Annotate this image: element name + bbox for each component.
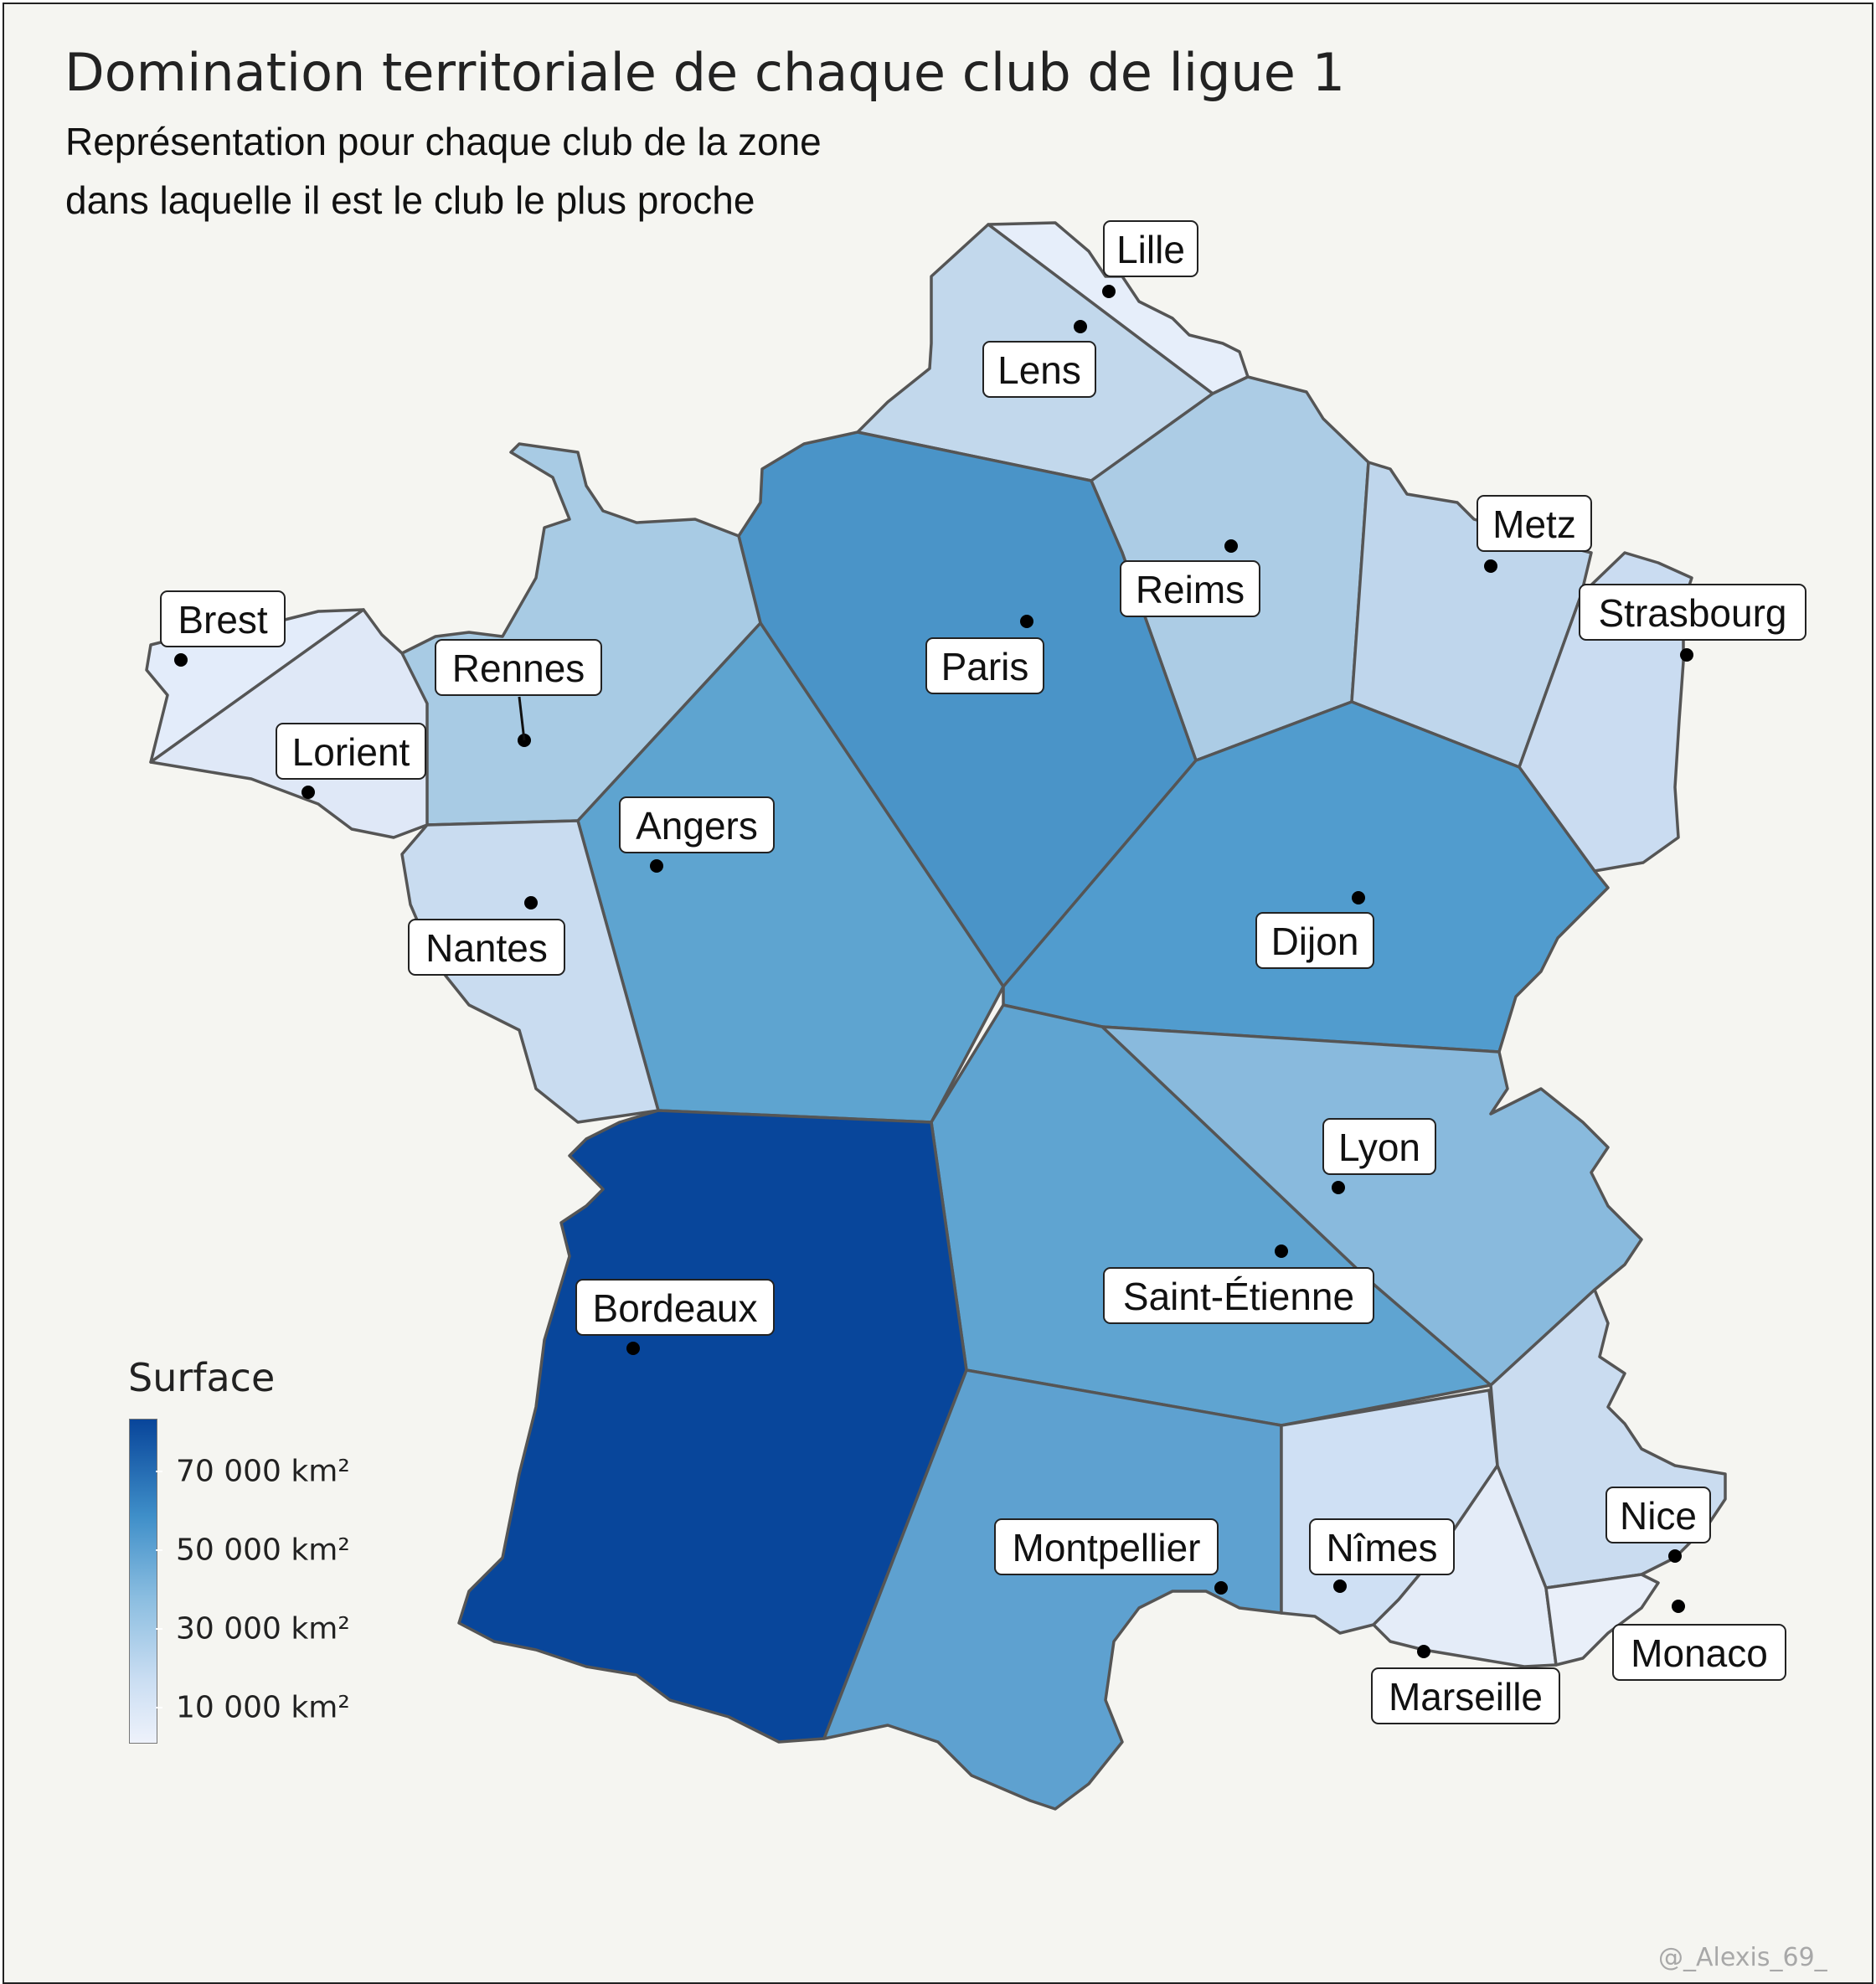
city-label-lorient: Lorient <box>276 723 426 780</box>
city-dot-angers <box>650 859 663 873</box>
svg-text:Marseille: Marseille <box>1389 1675 1543 1719</box>
rennes-leader-line <box>518 696 526 741</box>
author-credit: @_Alexis_69_ <box>1658 1943 1827 1972</box>
city-label-marseille: Marseille <box>1371 1667 1560 1724</box>
svg-text:Saint-Étienne: Saint-Étienne <box>1123 1275 1354 1318</box>
city-dot-paris <box>1020 615 1033 628</box>
city-label-paris: Paris <box>925 637 1044 694</box>
city-label-dijon: Dijon <box>1255 912 1374 969</box>
city-label-rennes: Rennes <box>435 639 602 696</box>
svg-text:Lille: Lille <box>1116 228 1185 271</box>
svg-text:Lens: Lens <box>997 348 1081 392</box>
city-dot-lorient <box>302 786 315 799</box>
city-dot-saint-etienne <box>1275 1245 1288 1258</box>
map-subtitle-line2: dans laquelle il est le club le plus pro… <box>65 178 755 222</box>
city-dot-strasbourg <box>1680 648 1693 662</box>
city-label-montpellier: Montpellier <box>994 1518 1219 1575</box>
svg-text:Angers: Angers <box>636 804 758 848</box>
city-dot-nice <box>1668 1549 1682 1563</box>
city-dot-lyon <box>1332 1181 1345 1194</box>
city-dot-nimes <box>1333 1579 1347 1593</box>
city-dot-montpellier <box>1214 1581 1228 1595</box>
city-label-angers: Angers <box>619 796 775 853</box>
svg-text:Lyon: Lyon <box>1338 1126 1420 1169</box>
svg-text:Dijon: Dijon <box>1271 920 1359 963</box>
svg-text:Paris: Paris <box>941 645 1029 688</box>
city-label-brest: Brest <box>160 590 286 647</box>
legend-label-30000: 30 000 km² <box>176 1611 350 1646</box>
city-dot-monaco <box>1672 1600 1685 1613</box>
city-dot-lille <box>1102 285 1116 298</box>
city-dot-reims <box>1224 539 1238 553</box>
map-title: Domination territoriale de chaque club d… <box>64 42 1346 103</box>
legend-label-70000: 70 000 km² <box>176 1454 350 1489</box>
svg-text:Nîmes: Nîmes <box>1327 1526 1438 1569</box>
svg-text:Reims: Reims <box>1136 568 1245 611</box>
city-label-lyon: Lyon <box>1322 1118 1436 1175</box>
svg-text:Montpellier: Montpellier <box>1013 1526 1201 1569</box>
legend-tick <box>156 1549 162 1551</box>
svg-text:Monaco: Monaco <box>1631 1631 1768 1675</box>
region-montpellier <box>822 1368 1283 1811</box>
svg-text:Nice: Nice <box>1620 1494 1697 1538</box>
city-dot-nantes <box>524 896 538 910</box>
city-label-nice: Nice <box>1605 1487 1711 1543</box>
svg-text:Bordeaux: Bordeaux <box>593 1286 758 1330</box>
city-label-nantes: Nantes <box>408 919 565 976</box>
city-label-bordeaux: Bordeaux <box>575 1279 775 1336</box>
city-label-saint-etienne: Saint-Étienne <box>1103 1267 1374 1324</box>
legend-label-10000: 10 000 km² <box>176 1690 350 1725</box>
city-dot-bordeaux <box>626 1342 640 1355</box>
city-dot-dijon <box>1352 891 1365 904</box>
city-dot-lens <box>1074 320 1087 333</box>
svg-text:Metz: Metz <box>1492 502 1576 546</box>
city-label-strasbourg: Strasbourg <box>1579 584 1806 641</box>
city-dot-brest <box>174 653 188 667</box>
svg-text:Lorient: Lorient <box>292 730 410 774</box>
legend-tick <box>156 1628 162 1630</box>
city-label-metz: Metz <box>1477 495 1592 552</box>
svg-text:Brest: Brest <box>178 598 268 642</box>
legend-tick <box>156 1471 162 1472</box>
city-label-lens: Lens <box>982 341 1096 398</box>
legend-color-bar <box>129 1419 157 1744</box>
city-label-reims: Reims <box>1120 560 1260 617</box>
legend-title: Surface <box>128 1355 276 1400</box>
region-monaco <box>1544 1573 1660 1667</box>
map-subtitle-line1: Représentation pour chaque club de la zo… <box>65 120 822 163</box>
city-dot-marseille <box>1417 1645 1430 1658</box>
legend-label-50000: 50 000 km² <box>176 1533 350 1568</box>
svg-text:Strasbourg: Strasbourg <box>1598 591 1786 635</box>
city-label-monaco: Monaco <box>1612 1624 1786 1681</box>
region-bordeaux <box>457 1109 968 1744</box>
svg-text:Nantes: Nantes <box>425 926 548 970</box>
svg-text:Rennes: Rennes <box>452 647 585 690</box>
legend-tick <box>156 1707 162 1708</box>
city-label-lille: Lille <box>1103 220 1198 277</box>
city-dot-metz <box>1484 559 1497 573</box>
city-label-nimes: Nîmes <box>1309 1518 1455 1575</box>
